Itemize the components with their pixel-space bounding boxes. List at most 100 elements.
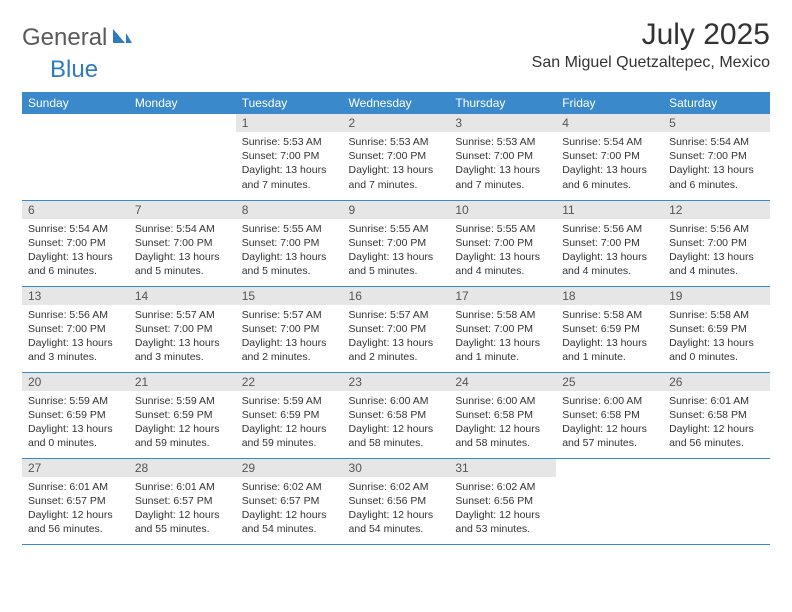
calendar-day-cell: 1Sunrise: 5:53 AMSunset: 7:00 PMDaylight… bbox=[236, 114, 343, 200]
calendar-day-cell: 31Sunrise: 6:02 AMSunset: 6:56 PMDayligh… bbox=[449, 458, 556, 544]
calendar-day-cell: 30Sunrise: 6:02 AMSunset: 6:56 PMDayligh… bbox=[343, 458, 450, 544]
day-details: Sunrise: 5:53 AMSunset: 7:00 PMDaylight:… bbox=[449, 132, 556, 196]
day-details: Sunrise: 5:59 AMSunset: 6:59 PMDaylight:… bbox=[22, 391, 129, 455]
calendar-day-cell: 25Sunrise: 6:00 AMSunset: 6:58 PMDayligh… bbox=[556, 372, 663, 458]
day-number: 29 bbox=[236, 459, 343, 477]
calendar-day-cell: 20Sunrise: 5:59 AMSunset: 6:59 PMDayligh… bbox=[22, 372, 129, 458]
calendar-day-cell bbox=[129, 114, 236, 200]
day-details: Sunrise: 5:59 AMSunset: 6:59 PMDaylight:… bbox=[129, 391, 236, 455]
calendar-body: 1Sunrise: 5:53 AMSunset: 7:00 PMDaylight… bbox=[22, 114, 770, 544]
day-details: Sunrise: 5:59 AMSunset: 6:59 PMDaylight:… bbox=[236, 391, 343, 455]
day-details: Sunrise: 5:58 AMSunset: 6:59 PMDaylight:… bbox=[663, 305, 770, 369]
calendar-day-cell bbox=[663, 458, 770, 544]
calendar-day-cell: 19Sunrise: 5:58 AMSunset: 6:59 PMDayligh… bbox=[663, 286, 770, 372]
weekday-header: Tuesday bbox=[236, 92, 343, 114]
calendar-day-cell: 13Sunrise: 5:56 AMSunset: 7:00 PMDayligh… bbox=[22, 286, 129, 372]
day-details: Sunrise: 5:57 AMSunset: 7:00 PMDaylight:… bbox=[343, 305, 450, 369]
logo-text-blue: Blue bbox=[50, 56, 98, 83]
day-number: 27 bbox=[22, 459, 129, 477]
calendar-day-cell: 9Sunrise: 5:55 AMSunset: 7:00 PMDaylight… bbox=[343, 200, 450, 286]
calendar-page: General July 2025 San Miguel Quetzaltepe… bbox=[0, 0, 792, 563]
day-number: 9 bbox=[343, 201, 450, 219]
day-number: 21 bbox=[129, 373, 236, 391]
day-number: 13 bbox=[22, 287, 129, 305]
calendar-week-row: 1Sunrise: 5:53 AMSunset: 7:00 PMDaylight… bbox=[22, 114, 770, 200]
calendar-day-cell: 7Sunrise: 5:54 AMSunset: 7:00 PMDaylight… bbox=[129, 200, 236, 286]
calendar-week-row: 6Sunrise: 5:54 AMSunset: 7:00 PMDaylight… bbox=[22, 200, 770, 286]
day-number: 15 bbox=[236, 287, 343, 305]
calendar-day-cell: 26Sunrise: 6:01 AMSunset: 6:58 PMDayligh… bbox=[663, 372, 770, 458]
day-number: 3 bbox=[449, 114, 556, 132]
calendar-day-cell: 8Sunrise: 5:55 AMSunset: 7:00 PMDaylight… bbox=[236, 200, 343, 286]
day-details: Sunrise: 6:02 AMSunset: 6:57 PMDaylight:… bbox=[236, 477, 343, 541]
day-details: Sunrise: 5:57 AMSunset: 7:00 PMDaylight:… bbox=[236, 305, 343, 369]
calendar-day-cell: 16Sunrise: 5:57 AMSunset: 7:00 PMDayligh… bbox=[343, 286, 450, 372]
day-number: 1 bbox=[236, 114, 343, 132]
day-number: 2 bbox=[343, 114, 450, 132]
calendar-day-cell: 22Sunrise: 5:59 AMSunset: 6:59 PMDayligh… bbox=[236, 372, 343, 458]
day-details: Sunrise: 6:00 AMSunset: 6:58 PMDaylight:… bbox=[556, 391, 663, 455]
calendar-day-cell: 10Sunrise: 5:55 AMSunset: 7:00 PMDayligh… bbox=[449, 200, 556, 286]
day-details: Sunrise: 5:56 AMSunset: 7:00 PMDaylight:… bbox=[22, 305, 129, 369]
day-details: Sunrise: 6:01 AMSunset: 6:57 PMDaylight:… bbox=[129, 477, 236, 541]
day-details: Sunrise: 5:55 AMSunset: 7:00 PMDaylight:… bbox=[449, 219, 556, 283]
day-number: 26 bbox=[663, 373, 770, 391]
day-details: Sunrise: 6:01 AMSunset: 6:57 PMDaylight:… bbox=[22, 477, 129, 541]
day-details: Sunrise: 5:53 AMSunset: 7:00 PMDaylight:… bbox=[236, 132, 343, 196]
title-block: July 2025 San Miguel Quetzaltepec, Mexic… bbox=[532, 18, 770, 72]
day-details: Sunrise: 6:02 AMSunset: 6:56 PMDaylight:… bbox=[449, 477, 556, 541]
calendar-week-row: 13Sunrise: 5:56 AMSunset: 7:00 PMDayligh… bbox=[22, 286, 770, 372]
calendar-day-cell: 14Sunrise: 5:57 AMSunset: 7:00 PMDayligh… bbox=[129, 286, 236, 372]
calendar-day-cell: 23Sunrise: 6:00 AMSunset: 6:58 PMDayligh… bbox=[343, 372, 450, 458]
day-details: Sunrise: 5:56 AMSunset: 7:00 PMDaylight:… bbox=[663, 219, 770, 283]
calendar-day-cell: 15Sunrise: 5:57 AMSunset: 7:00 PMDayligh… bbox=[236, 286, 343, 372]
calendar-day-cell: 21Sunrise: 5:59 AMSunset: 6:59 PMDayligh… bbox=[129, 372, 236, 458]
calendar-day-cell: 24Sunrise: 6:00 AMSunset: 6:58 PMDayligh… bbox=[449, 372, 556, 458]
day-number: 8 bbox=[236, 201, 343, 219]
day-details: Sunrise: 6:00 AMSunset: 6:58 PMDaylight:… bbox=[343, 391, 450, 455]
calendar-day-cell: 29Sunrise: 6:02 AMSunset: 6:57 PMDayligh… bbox=[236, 458, 343, 544]
day-details: Sunrise: 5:56 AMSunset: 7:00 PMDaylight:… bbox=[556, 219, 663, 283]
day-number: 4 bbox=[556, 114, 663, 132]
logo: General bbox=[22, 24, 135, 52]
weekday-header: Friday bbox=[556, 92, 663, 114]
day-details: Sunrise: 6:02 AMSunset: 6:56 PMDaylight:… bbox=[343, 477, 450, 541]
calendar-day-cell: 3Sunrise: 5:53 AMSunset: 7:00 PMDaylight… bbox=[449, 114, 556, 200]
day-number: 7 bbox=[129, 201, 236, 219]
calendar-day-cell: 28Sunrise: 6:01 AMSunset: 6:57 PMDayligh… bbox=[129, 458, 236, 544]
day-details: Sunrise: 5:57 AMSunset: 7:00 PMDaylight:… bbox=[129, 305, 236, 369]
day-number: 17 bbox=[449, 287, 556, 305]
month-title: July 2025 bbox=[532, 18, 770, 52]
calendar-day-cell: 5Sunrise: 5:54 AMSunset: 7:00 PMDaylight… bbox=[663, 114, 770, 200]
day-number: 6 bbox=[22, 201, 129, 219]
calendar-day-cell: 27Sunrise: 6:01 AMSunset: 6:57 PMDayligh… bbox=[22, 458, 129, 544]
day-details: Sunrise: 6:00 AMSunset: 6:58 PMDaylight:… bbox=[449, 391, 556, 455]
day-number: 28 bbox=[129, 459, 236, 477]
logo-text-general: General bbox=[22, 24, 107, 52]
day-number: 11 bbox=[556, 201, 663, 219]
day-number: 5 bbox=[663, 114, 770, 132]
day-details: Sunrise: 6:01 AMSunset: 6:58 PMDaylight:… bbox=[663, 391, 770, 455]
day-number: 24 bbox=[449, 373, 556, 391]
calendar-day-cell: 17Sunrise: 5:58 AMSunset: 7:00 PMDayligh… bbox=[449, 286, 556, 372]
weekday-header: Sunday bbox=[22, 92, 129, 114]
calendar-day-cell bbox=[22, 114, 129, 200]
day-details: Sunrise: 5:54 AMSunset: 7:00 PMDaylight:… bbox=[556, 132, 663, 196]
calendar-day-cell: 12Sunrise: 5:56 AMSunset: 7:00 PMDayligh… bbox=[663, 200, 770, 286]
day-number: 22 bbox=[236, 373, 343, 391]
calendar-header-row: SundayMondayTuesdayWednesdayThursdayFrid… bbox=[22, 92, 770, 114]
calendar-day-cell: 18Sunrise: 5:58 AMSunset: 6:59 PMDayligh… bbox=[556, 286, 663, 372]
day-number: 10 bbox=[449, 201, 556, 219]
calendar-day-cell: 2Sunrise: 5:53 AMSunset: 7:00 PMDaylight… bbox=[343, 114, 450, 200]
weekday-header: Monday bbox=[129, 92, 236, 114]
calendar-table: SundayMondayTuesdayWednesdayThursdayFrid… bbox=[22, 92, 770, 545]
calendar-day-cell: 4Sunrise: 5:54 AMSunset: 7:00 PMDaylight… bbox=[556, 114, 663, 200]
weekday-header: Wednesday bbox=[343, 92, 450, 114]
calendar-day-cell: 6Sunrise: 5:54 AMSunset: 7:00 PMDaylight… bbox=[22, 200, 129, 286]
logo-sail-icon bbox=[111, 27, 133, 50]
calendar-day-cell bbox=[556, 458, 663, 544]
day-number: 14 bbox=[129, 287, 236, 305]
day-number: 18 bbox=[556, 287, 663, 305]
day-number: 31 bbox=[449, 459, 556, 477]
day-number: 25 bbox=[556, 373, 663, 391]
